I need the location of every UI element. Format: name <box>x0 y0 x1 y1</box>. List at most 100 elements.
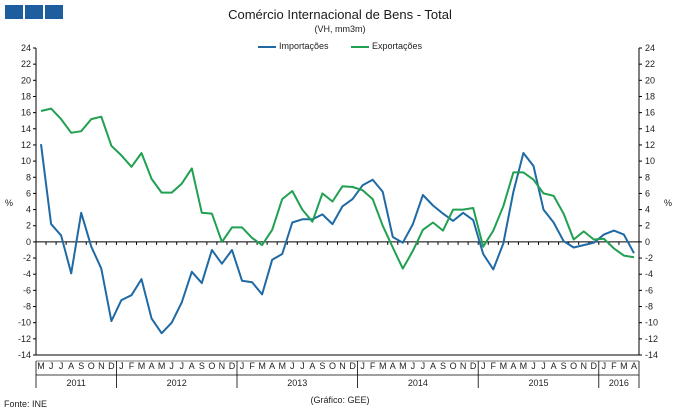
y-axis-label-left: % <box>5 198 13 208</box>
year-label: 2015 <box>528 378 548 388</box>
month-label: A <box>68 361 74 371</box>
month-label: A <box>510 361 516 371</box>
month-label: O <box>208 361 215 371</box>
y-tick-label-right: 12 <box>645 140 655 150</box>
month-label: M <box>37 361 45 371</box>
month-label: O <box>329 361 336 371</box>
month-label: D <box>470 361 477 371</box>
y-tick-label-right: 2 <box>645 221 650 231</box>
month-label: J <box>411 361 416 371</box>
legend-item-imports: Importações <box>257 41 329 51</box>
y-tick-label-left: 20 <box>21 75 31 85</box>
legend-label-imports: Importações <box>278 41 329 51</box>
y-tick-label-right: 14 <box>645 124 655 134</box>
y-tick-label-left: 16 <box>21 108 31 118</box>
y-tick-label-left: 8 <box>26 172 31 182</box>
y-tick-label-left: 0 <box>26 237 31 247</box>
legend-swatch-imports <box>257 45 276 48</box>
month-label: J <box>179 361 184 371</box>
month-label: A <box>269 361 275 371</box>
month-label: A <box>390 361 396 371</box>
month-label: J <box>481 361 486 371</box>
month-label: M <box>500 361 508 371</box>
month-label: F <box>249 361 255 371</box>
month-label: M <box>399 361 407 371</box>
y-tick-label-right: 6 <box>645 188 650 198</box>
month-label: N <box>339 361 346 371</box>
y-tick-label-right: -8 <box>645 302 653 312</box>
month-label: F <box>129 361 135 371</box>
y-tick-label-left: 18 <box>21 91 31 101</box>
legend-item-exports: Exportações <box>351 41 422 51</box>
month-label: M <box>620 361 628 371</box>
month-label: S <box>78 361 84 371</box>
year-label: 2012 <box>167 378 187 388</box>
y-tick-label-left: -12 <box>18 334 31 344</box>
month-label: D <box>108 361 115 371</box>
month-label: J <box>59 361 64 371</box>
month-label: D <box>229 361 236 371</box>
y-tick-label-right: -6 <box>645 285 653 295</box>
month-label: J <box>169 361 174 371</box>
month-label: N <box>98 361 105 371</box>
month-label: D <box>591 361 598 371</box>
month-label: A <box>309 361 315 371</box>
month-label: M <box>258 361 266 371</box>
y-tick-label-right: -4 <box>645 269 653 279</box>
month-label: A <box>430 361 436 371</box>
y-tick-label-right: 4 <box>645 205 650 215</box>
chart-credit: (Gráfico: GEE) <box>310 395 370 405</box>
y-tick-label-right: 10 <box>645 156 655 166</box>
month-label: J <box>240 361 245 371</box>
y-tick-label-left: -10 <box>18 318 31 328</box>
y-tick-label-left: 10 <box>21 156 31 166</box>
year-label: 2016 <box>609 378 629 388</box>
month-label: S <box>319 361 325 371</box>
month-label: N <box>219 361 226 371</box>
month-label: S <box>561 361 567 371</box>
month-label: J <box>360 361 365 371</box>
month-label: S <box>440 361 446 371</box>
month-label: M <box>379 361 387 371</box>
chart-title: Comércio Internacional de Bens - Total <box>228 7 452 22</box>
month-label: J <box>602 361 607 371</box>
series-line-importacoes <box>40 143 635 335</box>
institution-logo-icon <box>5 5 63 19</box>
y-tick-label-left: 12 <box>21 140 31 150</box>
month-label: M <box>278 361 286 371</box>
y-tick-label-left: -8 <box>23 302 31 312</box>
month-label: F <box>370 361 376 371</box>
month-label: J <box>541 361 546 371</box>
month-label: N <box>460 361 467 371</box>
month-label: J <box>290 361 295 371</box>
y-tick-label-right: 8 <box>645 172 650 182</box>
month-label: F <box>611 361 617 371</box>
y-tick-label-left: 2 <box>26 221 31 231</box>
month-label: A <box>149 361 155 371</box>
month-label: J <box>421 361 426 371</box>
month-label: J <box>531 361 536 371</box>
y-tick-label-left: 6 <box>26 188 31 198</box>
y-tick-label-right: 22 <box>645 59 655 69</box>
y-tick-label-left: 24 <box>21 43 31 53</box>
y-tick-label-left: 14 <box>21 124 31 134</box>
month-label: F <box>491 361 497 371</box>
month-label: N <box>580 361 587 371</box>
y-tick-label-right: -14 <box>645 350 658 360</box>
y-tick-label-right: 20 <box>645 75 655 85</box>
y-tick-label-right: 18 <box>645 91 655 101</box>
y-axis-label-right: % <box>664 198 672 208</box>
month-label: M <box>158 361 166 371</box>
y-tick-label-left: 22 <box>21 59 31 69</box>
y-tick-label-right: -10 <box>645 318 658 328</box>
y-tick-label-left: -4 <box>23 269 31 279</box>
legend-label-exports: Exportações <box>372 41 423 51</box>
y-tick-label-left: -6 <box>23 285 31 295</box>
month-label: M <box>138 361 146 371</box>
month-label: S <box>199 361 205 371</box>
month-label: J <box>49 361 54 371</box>
y-tick-label-right: 0 <box>645 237 650 247</box>
year-label: 2011 <box>67 378 86 388</box>
month-label: A <box>551 361 557 371</box>
